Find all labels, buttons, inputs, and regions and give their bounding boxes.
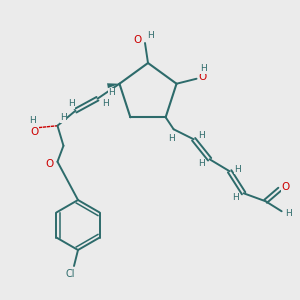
Text: H: H — [200, 64, 207, 73]
Text: O: O — [198, 72, 207, 82]
Text: H: H — [102, 99, 109, 108]
Text: O: O — [134, 35, 142, 45]
Text: Cl: Cl — [65, 269, 75, 279]
Text: H: H — [60, 113, 67, 122]
Text: H: H — [232, 193, 239, 202]
Text: H: H — [198, 159, 205, 168]
Text: O: O — [281, 182, 290, 192]
Text: H: H — [198, 131, 205, 140]
Text: H: H — [29, 116, 36, 125]
Text: H: H — [68, 99, 75, 108]
Text: H: H — [234, 165, 241, 174]
Text: O: O — [30, 127, 39, 137]
Text: H: H — [108, 88, 115, 97]
Text: H: H — [147, 31, 153, 40]
Text: O: O — [45, 159, 54, 169]
Polygon shape — [107, 83, 119, 88]
Text: H: H — [168, 134, 175, 143]
Text: H: H — [285, 209, 292, 218]
